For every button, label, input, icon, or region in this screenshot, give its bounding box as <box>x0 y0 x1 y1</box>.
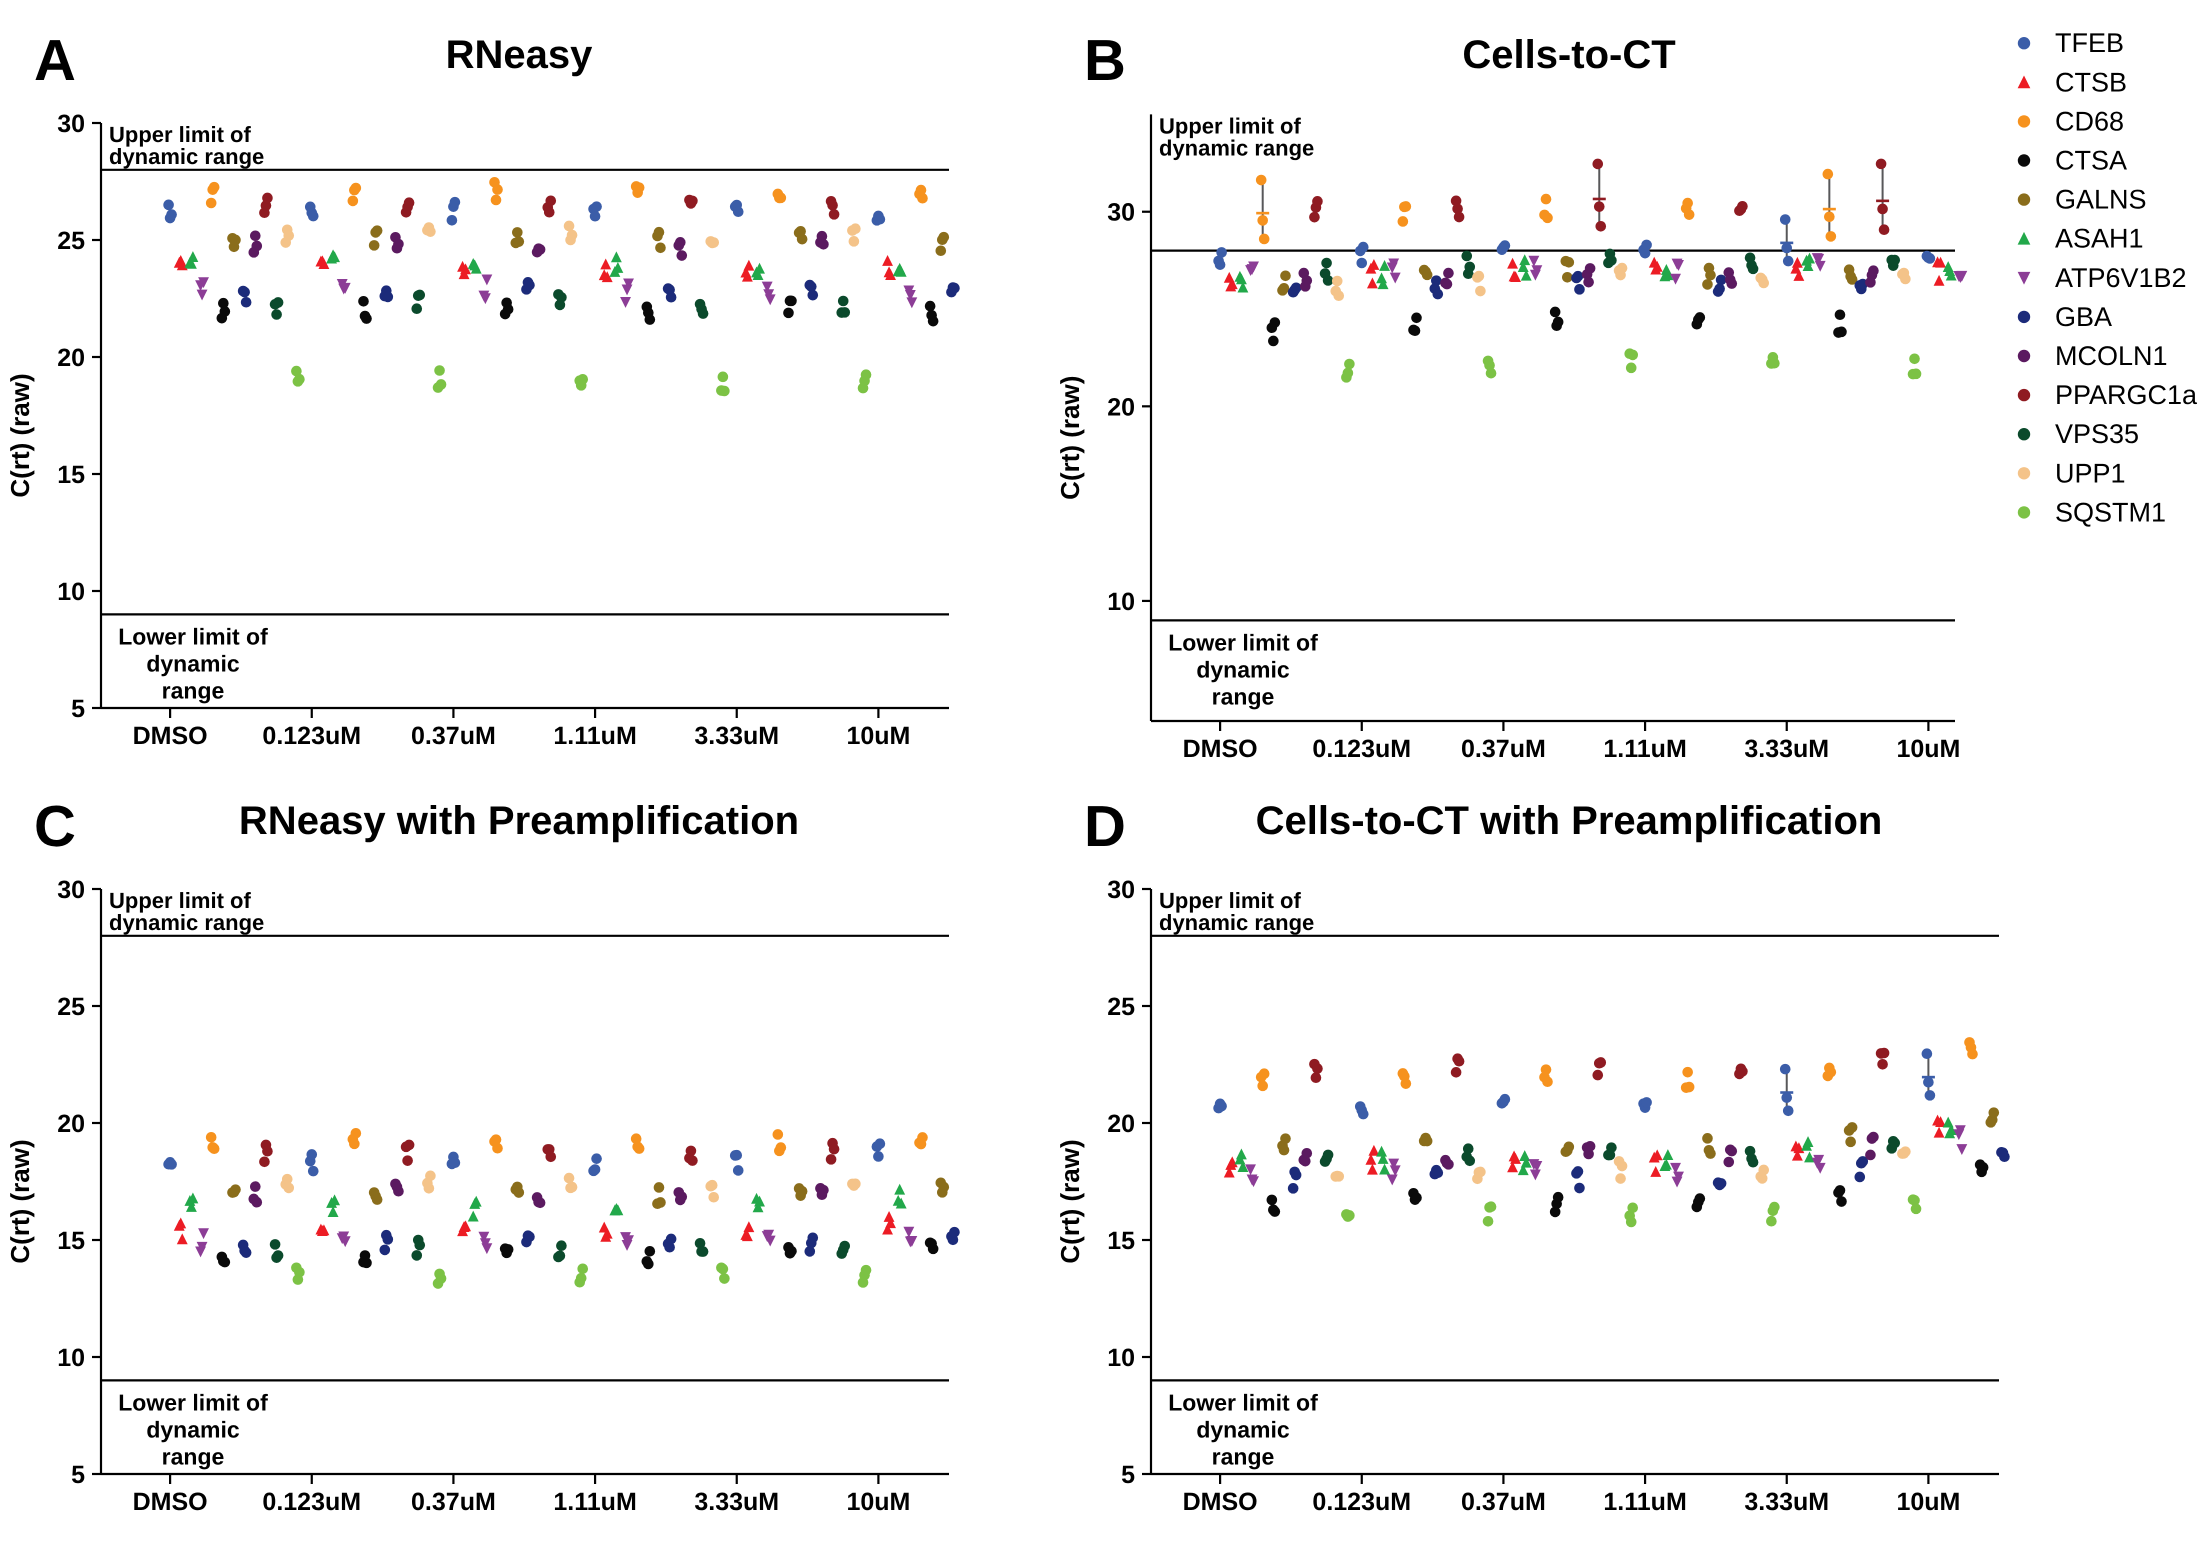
svg-text:3.33uM: 3.33uM <box>1744 1488 1829 1516</box>
svg-text:30: 30 <box>57 876 85 904</box>
svg-text:RNeasy with Preamplification: RNeasy with Preamplification <box>239 799 799 843</box>
svg-text:dynamic range: dynamic range <box>109 910 264 935</box>
svg-text:TFEB: TFEB <box>2055 32 2124 58</box>
svg-text:25: 25 <box>57 993 85 1021</box>
svg-text:CD68: CD68 <box>2055 106 2124 136</box>
svg-text:1.11uM: 1.11uM <box>1603 735 1686 763</box>
svg-text:25: 25 <box>1107 993 1135 1021</box>
svg-text:C: C <box>34 794 76 859</box>
svg-text:DMSO: DMSO <box>133 722 208 750</box>
svg-text:20: 20 <box>1107 1110 1135 1138</box>
svg-text:C(rt) (raw): C(rt) (raw) <box>5 1139 35 1263</box>
svg-text:Lower limit of: Lower limit of <box>118 1389 268 1415</box>
svg-text:5: 5 <box>1121 1461 1135 1489</box>
svg-text:RNeasy: RNeasy <box>446 33 594 77</box>
svg-text:UPP1: UPP1 <box>2055 458 2126 488</box>
svg-text:A: A <box>34 28 76 93</box>
svg-text:dynamic: dynamic <box>1196 656 1290 682</box>
svg-text:MCOLN1: MCOLN1 <box>2055 341 2168 371</box>
svg-text:Cells-to-CT with Preamplificat: Cells-to-CT with Preamplification <box>1256 799 1883 843</box>
svg-text:1.11uM: 1.11uM <box>553 1488 636 1516</box>
svg-text:CTSB: CTSB <box>2055 67 2127 97</box>
svg-text:Lower limit of: Lower limit of <box>118 623 268 649</box>
svg-text:10: 10 <box>57 1344 85 1372</box>
svg-text:Lower limit of: Lower limit of <box>1168 629 1318 655</box>
svg-text:5: 5 <box>71 695 85 723</box>
svg-text:10uM: 10uM <box>846 1488 910 1516</box>
svg-text:20: 20 <box>57 1110 85 1138</box>
svg-text:dynamic range: dynamic range <box>1159 910 1314 935</box>
svg-text:ATP6V1B2: ATP6V1B2 <box>2055 263 2187 293</box>
svg-text:10uM: 10uM <box>1896 735 1960 763</box>
svg-text:C(rt) (raw): C(rt) (raw) <box>1055 1139 1085 1263</box>
svg-text:0.123uM: 0.123uM <box>1312 735 1411 763</box>
svg-text:VPS35: VPS35 <box>2055 419 2139 449</box>
svg-text:10: 10 <box>1107 1344 1135 1372</box>
svg-text:range: range <box>162 677 225 703</box>
svg-text:dynamic range: dynamic range <box>109 144 264 169</box>
svg-text:3.33uM: 3.33uM <box>694 722 779 750</box>
svg-text:1.11uM: 1.11uM <box>553 722 636 750</box>
svg-text:PPARGC1a: PPARGC1a <box>2055 380 2198 410</box>
svg-text:15: 15 <box>57 461 85 489</box>
svg-text:3.33uM: 3.33uM <box>694 1488 779 1516</box>
svg-text:10uM: 10uM <box>1896 1488 1960 1516</box>
svg-text:Lower limit of: Lower limit of <box>1168 1389 1318 1415</box>
svg-text:GBA: GBA <box>2055 302 2112 332</box>
svg-text:30: 30 <box>1107 876 1135 904</box>
svg-text:30: 30 <box>57 110 85 138</box>
svg-text:0.123uM: 0.123uM <box>262 1488 361 1516</box>
svg-text:1.11uM: 1.11uM <box>1603 1488 1686 1516</box>
svg-text:C(rt) (raw): C(rt) (raw) <box>1055 376 1085 500</box>
svg-text:20: 20 <box>57 344 85 372</box>
svg-text:GALNS: GALNS <box>2055 185 2147 215</box>
svg-text:0.123uM: 0.123uM <box>1312 1488 1411 1516</box>
svg-text:10: 10 <box>57 578 85 606</box>
svg-text:3.33uM: 3.33uM <box>1744 735 1829 763</box>
svg-text:30: 30 <box>1107 199 1135 227</box>
svg-text:range: range <box>1212 1443 1275 1469</box>
svg-text:0.37uM: 0.37uM <box>411 722 496 750</box>
svg-text:D: D <box>1084 794 1126 859</box>
svg-text:ASAH1: ASAH1 <box>2055 224 2144 254</box>
svg-text:range: range <box>1212 683 1275 709</box>
svg-text:dynamic: dynamic <box>146 650 240 676</box>
svg-text:10uM: 10uM <box>846 722 910 750</box>
svg-text:0.37uM: 0.37uM <box>411 1488 496 1516</box>
svg-text:5: 5 <box>71 1461 85 1489</box>
svg-text:C(rt) (raw): C(rt) (raw) <box>5 373 35 497</box>
svg-text:15: 15 <box>57 1227 85 1255</box>
svg-text:CTSA: CTSA <box>2055 146 2127 176</box>
svg-text:dynamic: dynamic <box>1196 1416 1290 1442</box>
svg-text:20: 20 <box>1107 393 1135 421</box>
svg-text:0.37uM: 0.37uM <box>1461 1488 1546 1516</box>
svg-text:25: 25 <box>57 227 85 255</box>
svg-text:Cells-to-CT: Cells-to-CT <box>1462 33 1675 77</box>
svg-text:DMSO: DMSO <box>133 1488 208 1516</box>
svg-text:0.123uM: 0.123uM <box>262 722 361 750</box>
svg-text:15: 15 <box>1107 1227 1135 1255</box>
svg-text:range: range <box>162 1443 225 1469</box>
svg-text:DMSO: DMSO <box>1183 1488 1258 1516</box>
svg-text:dynamic: dynamic <box>146 1416 240 1442</box>
svg-text:B: B <box>1084 28 1126 93</box>
svg-text:SQSTM1: SQSTM1 <box>2055 497 2166 527</box>
svg-text:dynamic range: dynamic range <box>1159 135 1314 160</box>
svg-text:10: 10 <box>1107 588 1135 616</box>
svg-text:0.37uM: 0.37uM <box>1461 735 1546 763</box>
svg-text:DMSO: DMSO <box>1183 735 1258 763</box>
